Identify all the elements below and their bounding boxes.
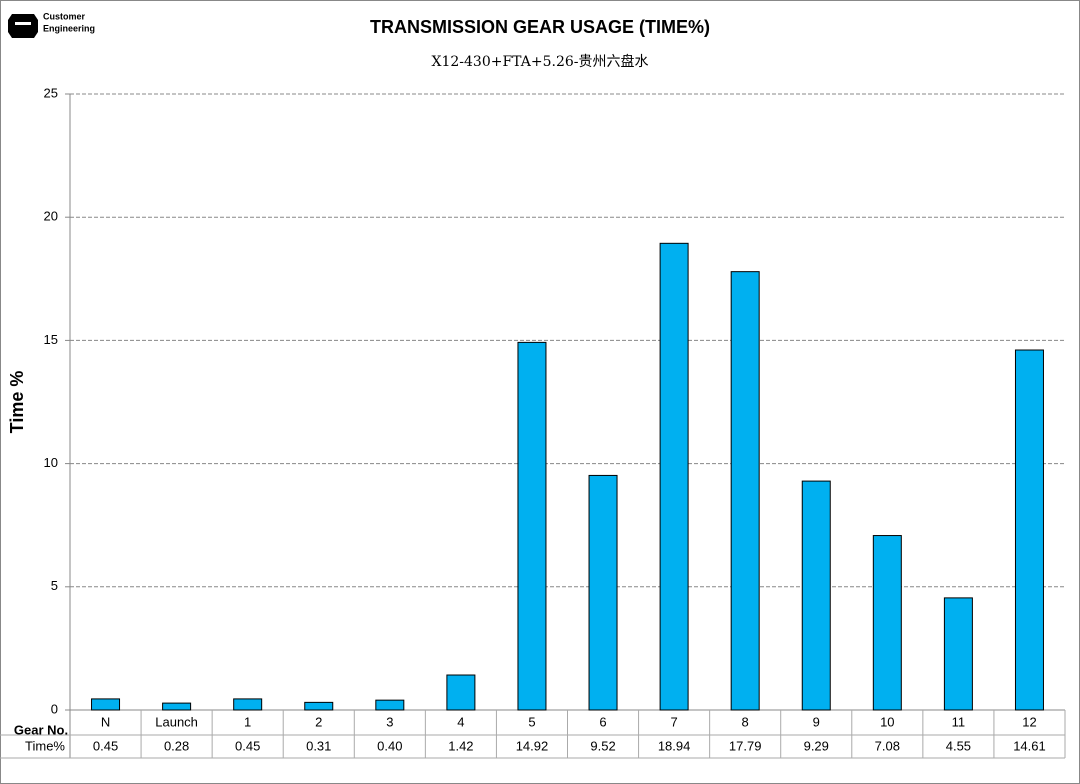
x-tick-label: 4 — [457, 714, 464, 729]
table-header: Gear No. — [14, 722, 68, 737]
table-value: 0.31 — [306, 738, 331, 753]
table-value: 0.45 — [93, 738, 118, 753]
logo-text: Engineering — [43, 23, 95, 33]
bar — [375, 699, 405, 711]
logo — [8, 14, 38, 38]
logo-text: Customer — [43, 11, 86, 21]
y-tick-label: 0 — [51, 701, 58, 716]
table-value: 9.52 — [590, 738, 615, 753]
bar — [446, 674, 476, 711]
x-tick-label: 7 — [670, 714, 677, 729]
chart-subtitle: X12-430+FTA+5.26-贵州六盘水 — [432, 53, 649, 70]
x-tick-label: 5 — [528, 714, 535, 729]
table-value: 0.45 — [235, 738, 260, 753]
bar — [730, 271, 760, 711]
bar — [517, 341, 547, 711]
bar — [943, 597, 973, 711]
bar — [588, 474, 618, 711]
x-tick-label: Launch — [155, 714, 198, 729]
table-value: 7.08 — [875, 738, 900, 753]
y-axis-title: Time % — [7, 371, 27, 434]
y-tick-label: 20 — [44, 209, 58, 224]
logo-mark — [8, 14, 38, 38]
logo-stripe — [15, 22, 31, 25]
bar — [304, 701, 334, 711]
table-value: 18.94 — [658, 738, 691, 753]
bar — [872, 535, 902, 711]
y-tick-label: 10 — [44, 455, 58, 470]
x-tick-label: 8 — [742, 714, 749, 729]
chart-title: TRANSMISSION GEAR USAGE (TIME%) — [370, 17, 710, 37]
table-value: 0.28 — [164, 738, 189, 753]
x-tick-label: 10 — [880, 714, 894, 729]
bar — [162, 702, 192, 711]
y-tick-label: 15 — [44, 332, 58, 347]
bar — [659, 242, 689, 711]
table-value: 14.61 — [1013, 738, 1046, 753]
x-tick-label: N — [101, 714, 110, 729]
x-tick-label: 3 — [386, 714, 393, 729]
table-value: 1.42 — [448, 738, 473, 753]
bar — [1014, 349, 1044, 711]
x-tick-label: 12 — [1022, 714, 1036, 729]
x-tick-label: 1 — [244, 714, 251, 729]
bar — [801, 480, 831, 711]
table-value: 9.29 — [804, 738, 829, 753]
table-header: Time% — [25, 738, 65, 753]
table-value: 4.55 — [946, 738, 971, 753]
y-tick-label: 5 — [51, 578, 58, 593]
y-tick-label: 25 — [44, 85, 58, 100]
bar — [91, 698, 121, 711]
x-tick-label: 2 — [315, 714, 322, 729]
x-tick-label: 9 — [813, 714, 820, 729]
table-value: 14.92 — [516, 738, 549, 753]
x-tick-label: 11 — [952, 714, 966, 729]
table-value: 0.40 — [377, 738, 402, 753]
bar — [233, 698, 263, 711]
x-tick-label: 6 — [599, 714, 606, 729]
table-value: 17.79 — [729, 738, 762, 753]
